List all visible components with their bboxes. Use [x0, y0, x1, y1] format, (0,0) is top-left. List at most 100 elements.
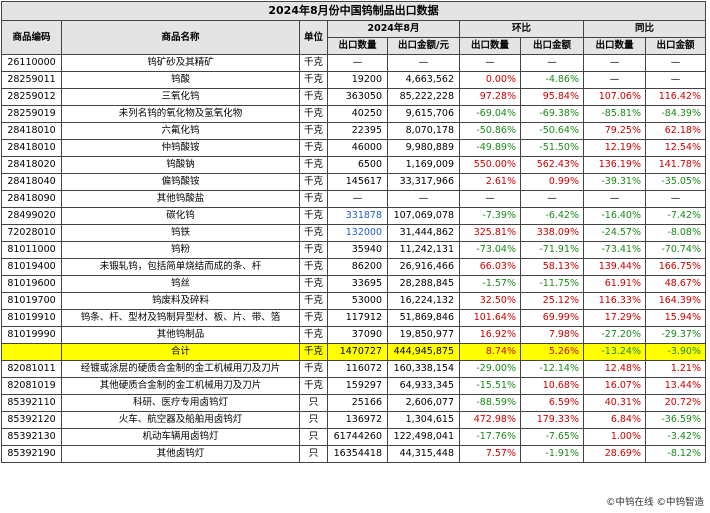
cell-unit: 千克	[299, 360, 328, 378]
cell-mom-qty: 7.57%	[459, 445, 521, 463]
cell-yoy-qty: 40.31%	[583, 394, 646, 412]
cell-qty: 6500	[327, 156, 388, 174]
cell-qty: —	[327, 190, 388, 208]
cell-amount: 11,242,131	[387, 241, 460, 259]
cell-qty: 53000	[327, 292, 388, 310]
cell-code: 82081011	[1, 360, 62, 378]
cell-mom-qty: -50.86%	[459, 122, 521, 140]
cell-unit: 只	[299, 411, 328, 429]
cell-yoy-qty: 116.33%	[583, 292, 646, 310]
cell-amount: 33,317,966	[387, 173, 460, 191]
table-row: 26110000 钨矿砂及其精矿 千克 — — — — — —	[1, 54, 706, 72]
cell-unit: 千克	[299, 71, 328, 89]
cell-amount: 9,615,706	[387, 105, 460, 123]
cell-yoy-amount: -84.39%	[645, 105, 706, 123]
cell-qty: 33695	[327, 275, 388, 293]
cell-yoy-qty: —	[583, 71, 646, 89]
cell-unit: 千克	[299, 139, 328, 157]
cell-qty: 1470727	[327, 343, 388, 361]
table-row: 28418010 六氟化钨 千克 22395 8,070,178 -50.86% -50.6…	[1, 122, 706, 140]
table-row: 85392190 其他卤钨灯只 16354418 44,315,448 7.57% -1.…	[1, 445, 706, 463]
table-title: 2024年8月份中国钨制品出口数据	[1, 1, 706, 21]
cell-unit: 千克	[299, 156, 328, 174]
cell-unit: 千克	[299, 207, 328, 225]
cell-mom-amount: 6.59%	[520, 394, 584, 412]
cell-qty: 46000	[327, 139, 388, 157]
table-row: 81019910 钨条、杆、型材及钨制异型材、板、片、带、箔 千克 117912 51,…	[1, 309, 706, 327]
cell-code: 81019990	[1, 326, 62, 344]
cell-qty: 331878	[327, 207, 388, 225]
header-mom-qty: 出口数量	[459, 37, 521, 55]
cell-name: 六氟化钨	[61, 122, 300, 140]
cell-mom-amount: -11.75%	[520, 275, 584, 293]
header-yoy-qty: 出口数量	[583, 37, 646, 55]
table-row: 81019400 未锻轧钨，包括简单烧结而成的条、杆 千克 86200 26,916,4…	[1, 258, 706, 276]
table-row: 85392120 火车、航空器及船舶用卤钨灯只 136972 1,304,615 472…	[1, 411, 706, 429]
cell-unit: 千克	[299, 88, 328, 106]
cell-code: 85392120	[1, 411, 62, 429]
cell-mom-amount: 338.09%	[520, 224, 584, 242]
cell-code: 28418010	[1, 122, 62, 140]
cell-yoy-amount: 141.78%	[645, 156, 706, 174]
cell-mom-qty: —	[459, 190, 521, 208]
cell-qty: 86200	[327, 258, 388, 276]
cell-code: 28259011	[1, 71, 62, 89]
cell-name: 科研、医疗专用卤钨灯	[61, 394, 300, 412]
header-period-amount: 出口金额/元	[387, 37, 460, 55]
cell-qty: 40250	[327, 105, 388, 123]
table-row: 28259011 钨酸 千克 19200 4,663,562 0.00% -4.86% — —	[1, 71, 706, 89]
table-row: 82081019 其他硬质合金制的金工机械用刀及刀片 千克 159297 64,933,…	[1, 377, 706, 395]
cell-qty: 37090	[327, 326, 388, 344]
cell-mom-qty: 550.00%	[459, 156, 521, 174]
cell-mom-amount: -69.38%	[520, 105, 584, 123]
cell-yoy-qty: 12.48%	[583, 360, 646, 378]
cell-mom-amount: -12.14%	[520, 360, 584, 378]
cell-amount: 160,338,154	[387, 360, 460, 378]
header-code: 商品编码	[1, 20, 62, 55]
cell-unit: 只	[299, 445, 328, 463]
cell-name: 钨酸钠	[61, 156, 300, 174]
cell-code: 85392190	[1, 445, 62, 463]
table-row: 81019990 其他钨制品 千克 37090 19,850,977 16.92% 7.98…	[1, 326, 706, 344]
cell-amount: 28,288,845	[387, 275, 460, 293]
cell-name: 其他卤钨灯	[61, 445, 300, 463]
cell-yoy-qty: 136.19%	[583, 156, 646, 174]
cell-amount: 51,869,846	[387, 309, 460, 327]
cell-yoy-amount: -3.90%	[645, 343, 706, 361]
cell-mom-qty: -69.04%	[459, 105, 521, 123]
cell-code: 28418020	[1, 156, 62, 174]
cell-mom-amount: -6.42%	[520, 207, 584, 225]
cell-code: 28418040	[1, 173, 62, 191]
cell-yoy-amount: -3.42%	[645, 428, 706, 446]
cell-amount: 122,498,041	[387, 428, 460, 446]
cell-amount: 85,222,228	[387, 88, 460, 106]
cell-amount: 26,916,466	[387, 258, 460, 276]
cell-qty: 363050	[327, 88, 388, 106]
cell-mom-amount: —	[520, 54, 584, 72]
header-mom: 环比	[459, 20, 584, 38]
cell-mom-amount: 58.13%	[520, 258, 584, 276]
cell-qty: 61744260	[327, 428, 388, 446]
cell-name: 钨酸	[61, 71, 300, 89]
cell-amount: 16,224,132	[387, 292, 460, 310]
cell-qty: 145617	[327, 173, 388, 191]
cell-amount: —	[387, 54, 460, 72]
cell-yoy-qty: 6.84%	[583, 411, 646, 429]
cell-mom-qty: -73.04%	[459, 241, 521, 259]
cell-name: 其他钨制品	[61, 326, 300, 344]
cell-code: 28259019	[1, 105, 62, 123]
table-row: 28418040 偏钨酸铵 千克 145617 33,317,966 2.61% 0.99%…	[1, 173, 706, 191]
cell-name: 仲钨酸铵	[61, 139, 300, 157]
cell-code: 81019400	[1, 258, 62, 276]
cell-qty: 35940	[327, 241, 388, 259]
cell-mom-qty: -1.57%	[459, 275, 521, 293]
cell-yoy-amount: 62.18%	[645, 122, 706, 140]
cell-code: 28499020	[1, 207, 62, 225]
cell-code: 26110000	[1, 54, 62, 72]
cell-mom-qty: -15.51%	[459, 377, 521, 395]
cell-unit: 千克	[299, 343, 328, 361]
cell-mom-qty: -49.89%	[459, 139, 521, 157]
cell-yoy-amount: -8.08%	[645, 224, 706, 242]
cell-name: 钨废料及碎料	[61, 292, 300, 310]
cell-unit: 千克	[299, 173, 328, 191]
